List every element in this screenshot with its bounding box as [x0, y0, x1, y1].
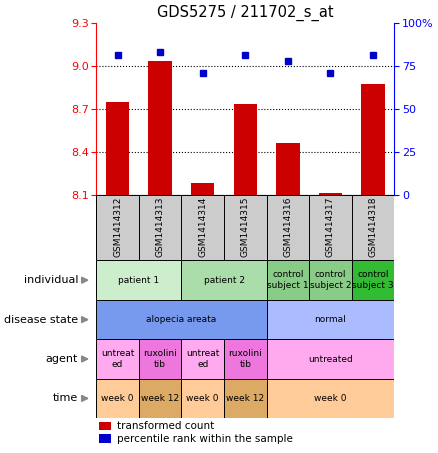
Text: untreat
ed: untreat ed [101, 349, 134, 369]
Bar [233, 104, 257, 195]
Bar [99, 422, 111, 430]
Title: GDS5275 / 211702_s_at: GDS5275 / 211702_s_at [157, 5, 334, 21]
Text: agent: agent [46, 354, 78, 364]
Bar [267, 300, 394, 339]
Bar [148, 61, 172, 195]
Bar [267, 339, 394, 379]
Text: control
subject 3: control subject 3 [352, 270, 394, 290]
Bar [96, 379, 139, 418]
Text: week 0: week 0 [101, 394, 134, 403]
Bar [224, 379, 267, 418]
Bar [99, 434, 111, 443]
Bar [267, 260, 309, 300]
Bar [96, 339, 139, 379]
Bar [139, 339, 181, 379]
Bar [181, 260, 267, 300]
Text: week 0: week 0 [314, 394, 346, 403]
Text: individual: individual [24, 275, 78, 285]
Text: patient 2: patient 2 [204, 276, 244, 284]
Text: GSM1414312: GSM1414312 [113, 197, 122, 257]
Bar [106, 101, 129, 195]
Bar [352, 260, 394, 300]
Text: time: time [53, 393, 78, 404]
Bar [181, 379, 224, 418]
Bar [267, 379, 394, 418]
Text: ruxolini
tib: ruxolini tib [143, 349, 177, 369]
Bar [361, 84, 385, 195]
Text: percentile rank within the sample: percentile rank within the sample [117, 434, 293, 443]
Text: control
subject 1: control subject 1 [267, 270, 309, 290]
Text: GSM1414315: GSM1414315 [241, 197, 250, 257]
Text: week 12: week 12 [141, 394, 179, 403]
Text: GSM1414314: GSM1414314 [198, 197, 207, 257]
Text: untreated: untreated [308, 355, 353, 363]
Bar [139, 379, 181, 418]
Text: GSM1414316: GSM1414316 [283, 197, 292, 257]
Text: ruxolini
tib: ruxolini tib [228, 349, 262, 369]
Text: week 12: week 12 [226, 394, 265, 403]
Bar [276, 143, 300, 195]
Bar [191, 183, 215, 195]
Bar [96, 300, 267, 339]
Text: control
subject 2: control subject 2 [310, 270, 351, 290]
Bar [181, 339, 224, 379]
Text: week 0: week 0 [187, 394, 219, 403]
Text: patient 1: patient 1 [118, 276, 159, 284]
Bar [309, 260, 352, 300]
Text: transformed count: transformed count [117, 421, 215, 431]
Text: normal: normal [314, 315, 346, 324]
Bar [319, 193, 342, 195]
Text: GSM1414317: GSM1414317 [326, 197, 335, 257]
Text: disease state: disease state [4, 314, 78, 325]
Text: alopecia areata: alopecia areata [146, 315, 216, 324]
Text: GSM1414318: GSM1414318 [368, 197, 378, 257]
Bar [96, 260, 181, 300]
Text: GSM1414313: GSM1414313 [155, 197, 165, 257]
Text: untreat
ed: untreat ed [186, 349, 219, 369]
Bar [224, 339, 267, 379]
